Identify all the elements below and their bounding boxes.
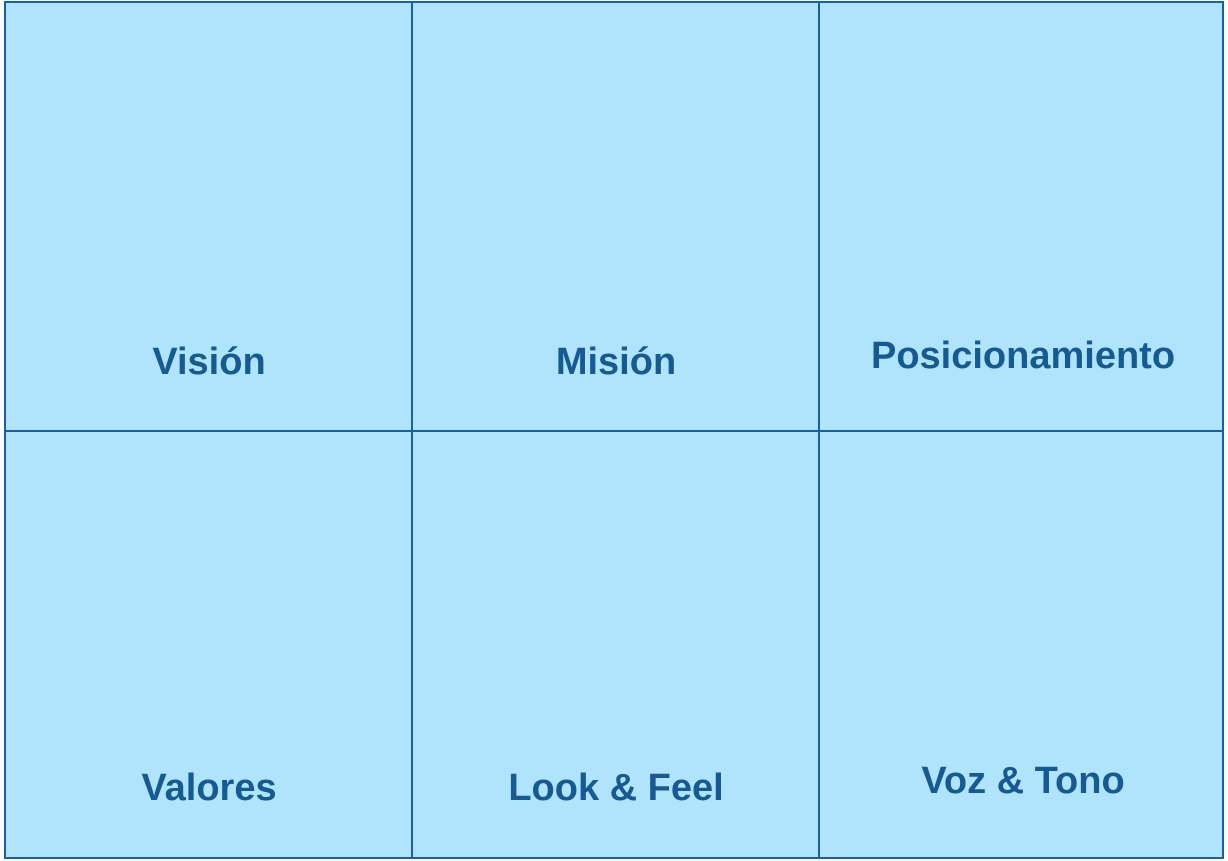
row-divider [6, 430, 1222, 432]
cell-look-feel-label: Look & Feel [508, 767, 724, 809]
cell-vision-label: Visión [152, 341, 266, 383]
cell-voz-tono-label: Voz & Tono [921, 760, 1125, 802]
cell-mision-label: Misión [555, 341, 677, 383]
cell-valores-label: Valores [141, 767, 277, 809]
brand-framework-grid: Visión Misión Posicionamiento Valores Lo… [4, 1, 1224, 859]
cell-posicionamiento-label: Posicionamiento [870, 335, 1176, 377]
